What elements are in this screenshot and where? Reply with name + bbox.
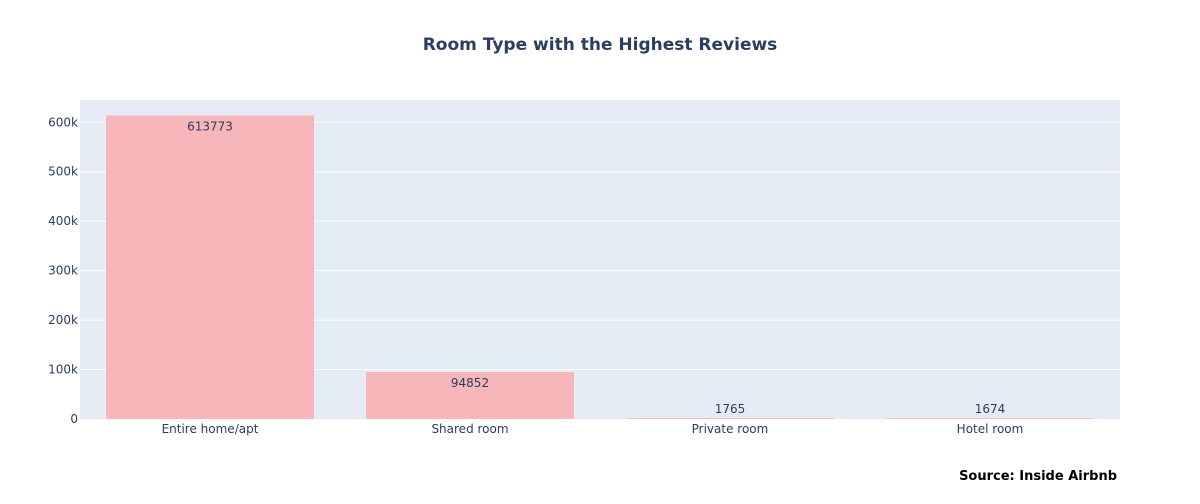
- data-label: 1674: [975, 402, 1006, 416]
- y-tick-label: 600k: [48, 115, 78, 129]
- bar: [366, 372, 574, 419]
- y-tick-label: 400k: [48, 214, 78, 228]
- source-note: Source: Inside Airbnb: [959, 469, 1117, 484]
- x-tick-label: Hotel room: [957, 422, 1024, 436]
- data-labels: 613773 94852 1765 1674: [187, 119, 1005, 416]
- x-tick-label: Entire home/apt: [162, 422, 259, 436]
- bars: [106, 115, 1094, 419]
- bar: [106, 115, 314, 419]
- bar: [886, 418, 1094, 419]
- y-tick-label: 100k: [48, 363, 78, 377]
- data-label: 613773: [187, 119, 233, 133]
- x-axis-ticks: Entire home/apt Shared room Private room Ho…: [162, 422, 1024, 436]
- x-tick-label: Private room: [692, 422, 769, 436]
- y-axis-ticks: 0 100k 200k 300k 400k 500k 600k: [48, 115, 78, 426]
- x-tick-label: Shared room: [431, 422, 508, 436]
- data-label: 94852: [451, 376, 489, 390]
- bar: [626, 418, 834, 419]
- chart-title: Room Type with the Highest Reviews: [423, 35, 778, 55]
- y-tick-label: 500k: [48, 165, 78, 179]
- y-tick-label: 200k: [48, 313, 78, 327]
- y-tick-label: 300k: [48, 264, 78, 278]
- data-label: 1765: [715, 402, 746, 416]
- y-tick-label: 0: [70, 412, 78, 426]
